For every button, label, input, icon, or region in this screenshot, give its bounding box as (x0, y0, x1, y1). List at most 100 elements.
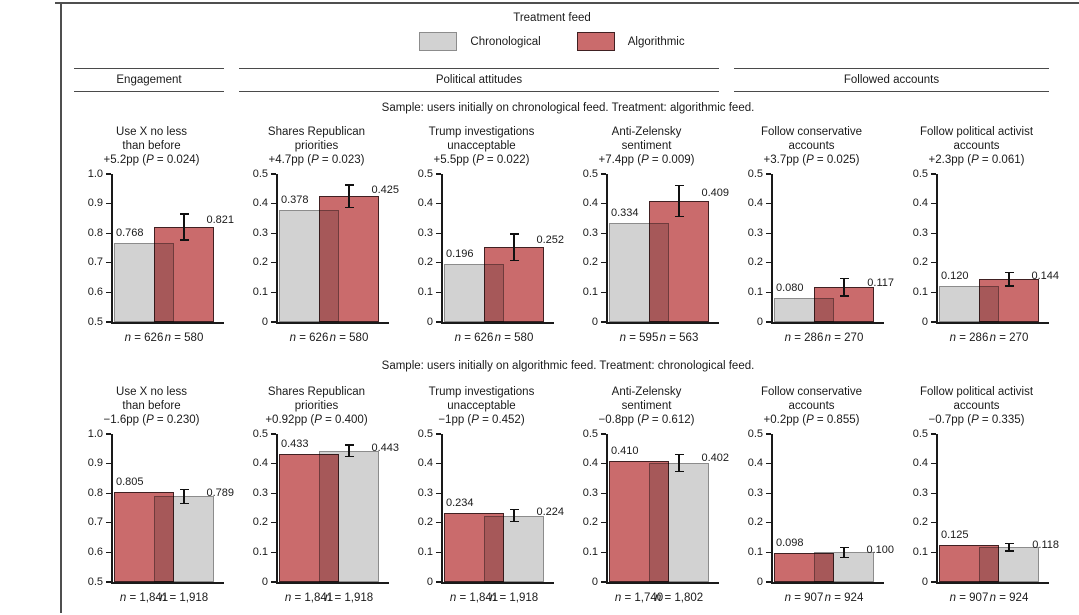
n-label: n = 907 (949, 592, 989, 604)
legend-swatch-chronological (419, 32, 458, 51)
y-tick-label: 0.1 (912, 285, 928, 298)
y-tick-label: 0.2 (582, 256, 598, 269)
y-tick (106, 262, 111, 264)
x-axis (441, 582, 554, 584)
y-tick (436, 262, 441, 264)
n-label: n = 1,918 (324, 592, 374, 604)
y-tick-label: 0.2 (252, 256, 268, 269)
error-bar-cap-top (179, 213, 189, 215)
y-tick (106, 522, 111, 524)
y-tick (766, 262, 771, 264)
y-tick (436, 291, 441, 294)
error-bar (1004, 542, 1014, 552)
n-row: n = 626 n = 580 (403, 330, 568, 350)
x-axis (936, 322, 1049, 324)
legend-label: Chronological (470, 35, 541, 48)
y-tick (271, 581, 276, 583)
panel-title-text: Trump investigations unacceptable (428, 126, 535, 152)
y-tick (436, 492, 441, 494)
y-tick (931, 262, 936, 264)
error-bar (179, 213, 189, 241)
error-bar-stem (348, 444, 350, 458)
panel-title: Use X no less than before −1.6pp (P = 0.2… (73, 383, 238, 427)
y-tick-label: 0.4 (747, 197, 763, 210)
y-tick-label: 0.4 (252, 197, 268, 210)
panel-title: Shares Republican priorities +4.7pp (P = … (238, 123, 403, 167)
error-bar-stem (183, 213, 185, 241)
y-tick-label: 0.5 (252, 167, 268, 180)
y-axis (276, 433, 278, 583)
y-tick-label: 0.7 (87, 516, 103, 529)
n-label: n = 1,841 (449, 592, 499, 604)
error-bar-cap-bottom (839, 295, 849, 297)
legend-title: Treatment feed (513, 12, 591, 24)
y-tick-label: 0.4 (912, 197, 928, 210)
n-row: n = 1,841 n = 1,918 (73, 590, 238, 610)
y-tick-label: 0.3 (747, 486, 763, 499)
y-tick-label: 0.2 (417, 516, 433, 529)
y-tick-label: 0.5 (87, 575, 103, 588)
plot-area: 0 0.1 0.2 0.3 0.4 0.5 0.378 0.425 (238, 168, 403, 328)
y-axis (606, 433, 608, 583)
y-tick (106, 202, 111, 205)
effect-label: −1pp (P = 0.452) (438, 414, 525, 426)
x-axis (771, 322, 884, 324)
n-label: n = 563 (659, 332, 699, 344)
y-tick-label: 0.5 (912, 167, 928, 180)
y-tick (601, 551, 606, 554)
x-axis (276, 322, 389, 324)
panel-title: Anti-Zelensky sentiment +7.4pp (P = 0.009… (568, 123, 733, 167)
effect-label: +0.92pp (P = 0.400) (265, 414, 368, 426)
x-axis (276, 582, 389, 584)
y-tick (271, 321, 276, 323)
y-tick-label: 0.3 (912, 226, 928, 239)
y-tick-label: 0.3 (252, 226, 268, 239)
panel-title-text: Use X no less than before (116, 126, 187, 152)
error-bar (674, 453, 684, 473)
effect-label: +7.4pp (P = 0.009) (598, 154, 695, 166)
panel-title-text: Follow political activist accounts (919, 386, 1034, 412)
effect-label: +5.5pp (P = 0.022) (433, 154, 530, 166)
y-tick (931, 433, 936, 435)
column-group-headers: Engagement Political attitudes Followed ac… (73, 68, 1063, 92)
y-tick (766, 522, 771, 524)
y-tick (106, 232, 111, 234)
y-tick (766, 232, 771, 234)
y-tick-label: 0 (426, 575, 433, 588)
y-tick-label: 0.1 (747, 285, 763, 298)
y-tick (766, 291, 771, 294)
chart-panel: Follow political activist accounts +2.3pp… (898, 123, 1063, 350)
chart-panel: Use X no less than before +5.2pp (P = 0.0… (73, 123, 238, 350)
error-bar-cap-top (674, 453, 684, 456)
chart-panel: Shares Republican priorities +4.7pp (P = … (238, 123, 403, 350)
value-label-treatment: 0.100 (866, 543, 894, 556)
value-label-treatment: 0.425 (371, 184, 399, 197)
y-axis (111, 173, 113, 323)
y-tick (106, 321, 111, 323)
n-row: n = 1,841 n = 1,918 (403, 590, 568, 610)
plot-area: 0 0.1 0.2 0.3 0.4 0.5 0.120 0.144 (898, 168, 1063, 328)
y-tick (766, 433, 771, 435)
value-label-treatment: 0.789 (206, 486, 234, 499)
y-tick-label: 0.6 (87, 285, 103, 298)
y-tick (106, 492, 111, 494)
value-label-control: 0.234 (446, 496, 474, 509)
error-bar-cap-top (344, 444, 354, 446)
error-bar (344, 444, 354, 458)
y-tick-label: 0.1 (417, 285, 433, 298)
y-tick-label: 0.4 (582, 197, 598, 210)
bar-algorithmic (319, 196, 379, 322)
figure-left-rule (60, 2, 62, 613)
error-bar (674, 184, 684, 218)
panel-title: Follow political activist accounts −0.7pp… (898, 383, 1063, 427)
error-bar-cap-bottom (344, 206, 354, 209)
panel-title: Follow conservative accounts +3.7pp (P = … (733, 123, 898, 167)
error-bar-stem (513, 508, 515, 523)
error-bar-stem (1008, 271, 1010, 287)
y-tick (436, 433, 441, 435)
y-tick (601, 581, 606, 583)
error-bar (839, 546, 849, 558)
value-label-treatment: 0.144 (1031, 269, 1059, 282)
n-label: n = 924 (989, 592, 1029, 604)
group-bracket: Followed accounts (733, 68, 1063, 92)
